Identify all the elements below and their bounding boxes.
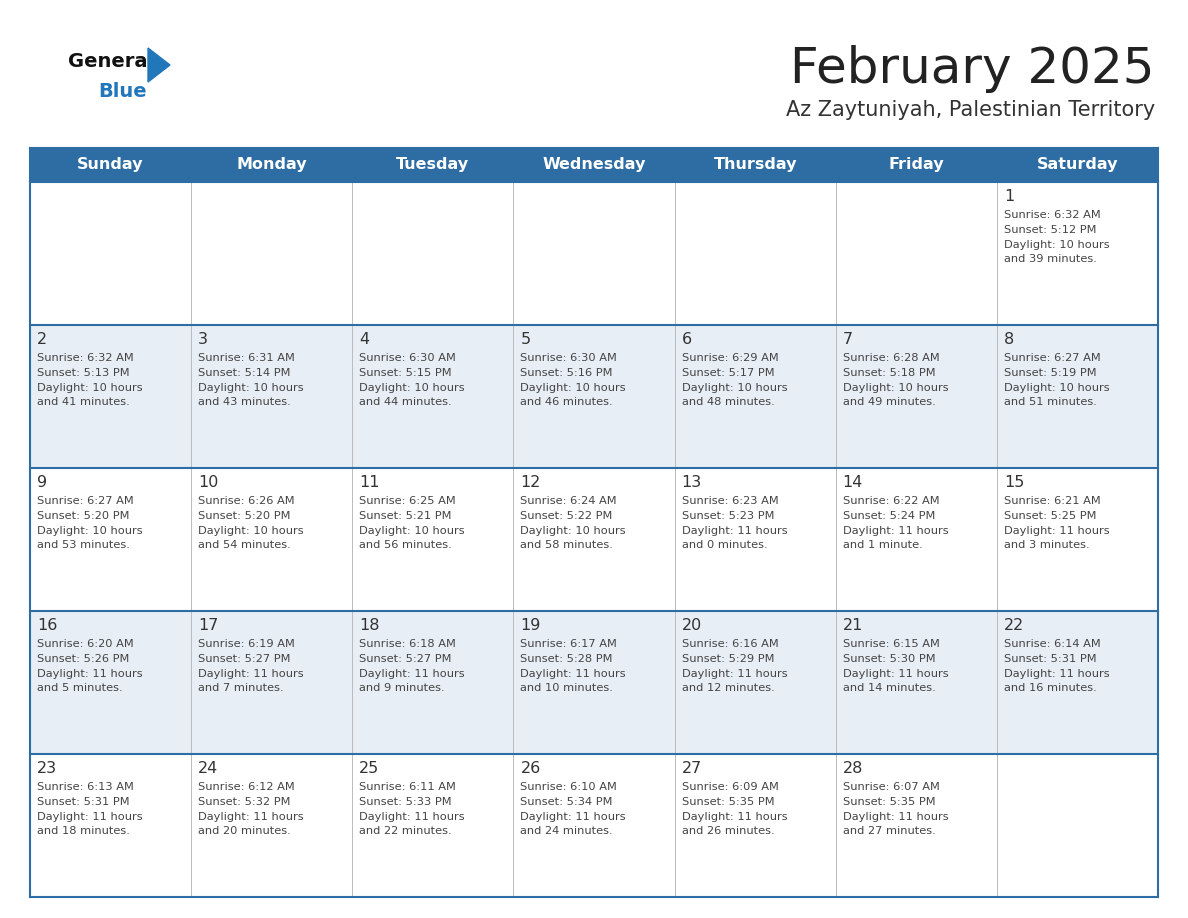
Text: Sunrise: 6:09 AM
Sunset: 5:35 PM
Daylight: 11 hours
and 26 minutes.: Sunrise: 6:09 AM Sunset: 5:35 PM Dayligh… xyxy=(682,782,788,836)
Text: 22: 22 xyxy=(1004,618,1024,633)
Text: 9: 9 xyxy=(37,475,48,490)
Text: Sunrise: 6:32 AM
Sunset: 5:12 PM
Daylight: 10 hours
and 39 minutes.: Sunrise: 6:32 AM Sunset: 5:12 PM Dayligh… xyxy=(1004,210,1110,264)
Text: 25: 25 xyxy=(359,761,379,776)
Text: 24: 24 xyxy=(198,761,219,776)
Text: Sunrise: 6:30 AM
Sunset: 5:16 PM
Daylight: 10 hours
and 46 minutes.: Sunrise: 6:30 AM Sunset: 5:16 PM Dayligh… xyxy=(520,353,626,408)
Text: 21: 21 xyxy=(842,618,864,633)
Text: 23: 23 xyxy=(37,761,57,776)
Text: Sunrise: 6:29 AM
Sunset: 5:17 PM
Daylight: 10 hours
and 48 minutes.: Sunrise: 6:29 AM Sunset: 5:17 PM Dayligh… xyxy=(682,353,788,408)
Text: Sunrise: 6:27 AM
Sunset: 5:20 PM
Daylight: 10 hours
and 53 minutes.: Sunrise: 6:27 AM Sunset: 5:20 PM Dayligh… xyxy=(37,496,143,551)
Text: 28: 28 xyxy=(842,761,864,776)
Text: Sunrise: 6:31 AM
Sunset: 5:14 PM
Daylight: 10 hours
and 43 minutes.: Sunrise: 6:31 AM Sunset: 5:14 PM Dayligh… xyxy=(198,353,304,408)
Text: Sunrise: 6:10 AM
Sunset: 5:34 PM
Daylight: 11 hours
and 24 minutes.: Sunrise: 6:10 AM Sunset: 5:34 PM Dayligh… xyxy=(520,782,626,836)
Text: Sunrise: 6:12 AM
Sunset: 5:32 PM
Daylight: 11 hours
and 20 minutes.: Sunrise: 6:12 AM Sunset: 5:32 PM Dayligh… xyxy=(198,782,304,836)
Text: 2: 2 xyxy=(37,332,48,347)
Text: Sunrise: 6:21 AM
Sunset: 5:25 PM
Daylight: 11 hours
and 3 minutes.: Sunrise: 6:21 AM Sunset: 5:25 PM Dayligh… xyxy=(1004,496,1110,551)
Text: Wednesday: Wednesday xyxy=(542,158,646,173)
Text: Az Zaytuniyah, Palestinian Territory: Az Zaytuniyah, Palestinian Territory xyxy=(785,100,1155,120)
Text: Sunrise: 6:17 AM
Sunset: 5:28 PM
Daylight: 11 hours
and 10 minutes.: Sunrise: 6:17 AM Sunset: 5:28 PM Dayligh… xyxy=(520,639,626,693)
Text: Saturday: Saturday xyxy=(1037,158,1118,173)
Text: Sunrise: 6:15 AM
Sunset: 5:30 PM
Daylight: 11 hours
and 14 minutes.: Sunrise: 6:15 AM Sunset: 5:30 PM Dayligh… xyxy=(842,639,948,693)
Text: 15: 15 xyxy=(1004,475,1024,490)
Text: 18: 18 xyxy=(359,618,380,633)
Text: Sunrise: 6:14 AM
Sunset: 5:31 PM
Daylight: 11 hours
and 16 minutes.: Sunrise: 6:14 AM Sunset: 5:31 PM Dayligh… xyxy=(1004,639,1110,693)
Text: Sunrise: 6:22 AM
Sunset: 5:24 PM
Daylight: 11 hours
and 1 minute.: Sunrise: 6:22 AM Sunset: 5:24 PM Dayligh… xyxy=(842,496,948,551)
Text: 17: 17 xyxy=(198,618,219,633)
Bar xyxy=(30,754,1158,897)
Text: General: General xyxy=(68,52,154,71)
Text: Sunrise: 6:28 AM
Sunset: 5:18 PM
Daylight: 10 hours
and 49 minutes.: Sunrise: 6:28 AM Sunset: 5:18 PM Dayligh… xyxy=(842,353,948,408)
Text: 4: 4 xyxy=(359,332,369,347)
Text: Sunrise: 6:18 AM
Sunset: 5:27 PM
Daylight: 11 hours
and 9 minutes.: Sunrise: 6:18 AM Sunset: 5:27 PM Dayligh… xyxy=(359,639,465,693)
Bar xyxy=(30,468,1158,611)
Text: 13: 13 xyxy=(682,475,702,490)
Text: February 2025: February 2025 xyxy=(790,45,1155,93)
Text: 11: 11 xyxy=(359,475,380,490)
Text: Blue: Blue xyxy=(97,82,146,101)
Text: 26: 26 xyxy=(520,761,541,776)
Text: Sunrise: 6:25 AM
Sunset: 5:21 PM
Daylight: 10 hours
and 56 minutes.: Sunrise: 6:25 AM Sunset: 5:21 PM Dayligh… xyxy=(359,496,465,551)
Text: Thursday: Thursday xyxy=(713,158,797,173)
Text: 7: 7 xyxy=(842,332,853,347)
Text: Sunrise: 6:26 AM
Sunset: 5:20 PM
Daylight: 10 hours
and 54 minutes.: Sunrise: 6:26 AM Sunset: 5:20 PM Dayligh… xyxy=(198,496,304,551)
Text: Sunrise: 6:13 AM
Sunset: 5:31 PM
Daylight: 11 hours
and 18 minutes.: Sunrise: 6:13 AM Sunset: 5:31 PM Dayligh… xyxy=(37,782,143,836)
Text: Sunrise: 6:19 AM
Sunset: 5:27 PM
Daylight: 11 hours
and 7 minutes.: Sunrise: 6:19 AM Sunset: 5:27 PM Dayligh… xyxy=(198,639,304,693)
Text: Sunday: Sunday xyxy=(77,158,144,173)
Text: 27: 27 xyxy=(682,761,702,776)
Text: Sunrise: 6:11 AM
Sunset: 5:33 PM
Daylight: 11 hours
and 22 minutes.: Sunrise: 6:11 AM Sunset: 5:33 PM Dayligh… xyxy=(359,782,465,836)
Text: 14: 14 xyxy=(842,475,864,490)
Text: 10: 10 xyxy=(198,475,219,490)
Bar xyxy=(30,325,1158,468)
Text: 5: 5 xyxy=(520,332,531,347)
Bar xyxy=(30,611,1158,754)
Text: 8: 8 xyxy=(1004,332,1015,347)
Text: 16: 16 xyxy=(37,618,57,633)
Bar xyxy=(30,148,1158,182)
Bar xyxy=(30,182,1158,325)
Text: Sunrise: 6:07 AM
Sunset: 5:35 PM
Daylight: 11 hours
and 27 minutes.: Sunrise: 6:07 AM Sunset: 5:35 PM Dayligh… xyxy=(842,782,948,836)
Text: 19: 19 xyxy=(520,618,541,633)
Text: 1: 1 xyxy=(1004,189,1015,204)
Text: Sunrise: 6:32 AM
Sunset: 5:13 PM
Daylight: 10 hours
and 41 minutes.: Sunrise: 6:32 AM Sunset: 5:13 PM Dayligh… xyxy=(37,353,143,408)
Polygon shape xyxy=(148,48,170,82)
Text: 6: 6 xyxy=(682,332,691,347)
Text: Sunrise: 6:20 AM
Sunset: 5:26 PM
Daylight: 11 hours
and 5 minutes.: Sunrise: 6:20 AM Sunset: 5:26 PM Dayligh… xyxy=(37,639,143,693)
Text: Sunrise: 6:30 AM
Sunset: 5:15 PM
Daylight: 10 hours
and 44 minutes.: Sunrise: 6:30 AM Sunset: 5:15 PM Dayligh… xyxy=(359,353,465,408)
Text: 20: 20 xyxy=(682,618,702,633)
Text: Sunrise: 6:23 AM
Sunset: 5:23 PM
Daylight: 11 hours
and 0 minutes.: Sunrise: 6:23 AM Sunset: 5:23 PM Dayligh… xyxy=(682,496,788,551)
Text: Monday: Monday xyxy=(236,158,307,173)
Text: Friday: Friday xyxy=(889,158,944,173)
Text: Sunrise: 6:16 AM
Sunset: 5:29 PM
Daylight: 11 hours
and 12 minutes.: Sunrise: 6:16 AM Sunset: 5:29 PM Dayligh… xyxy=(682,639,788,693)
Text: 12: 12 xyxy=(520,475,541,490)
Text: Sunrise: 6:24 AM
Sunset: 5:22 PM
Daylight: 10 hours
and 58 minutes.: Sunrise: 6:24 AM Sunset: 5:22 PM Dayligh… xyxy=(520,496,626,551)
Text: Tuesday: Tuesday xyxy=(397,158,469,173)
Text: Sunrise: 6:27 AM
Sunset: 5:19 PM
Daylight: 10 hours
and 51 minutes.: Sunrise: 6:27 AM Sunset: 5:19 PM Dayligh… xyxy=(1004,353,1110,408)
Text: 3: 3 xyxy=(198,332,208,347)
